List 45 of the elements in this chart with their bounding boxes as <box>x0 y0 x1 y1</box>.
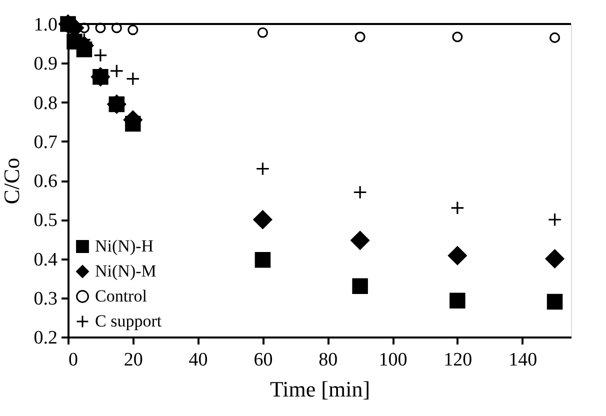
point <box>450 200 464 215</box>
point <box>548 212 562 227</box>
point <box>257 27 268 38</box>
legend-label: Control <box>95 286 148 306</box>
x-tick-label: 80 <box>318 350 338 370</box>
point <box>110 64 124 78</box>
x-tick-label: 120 <box>444 350 472 370</box>
point <box>256 162 270 176</box>
point <box>352 278 368 294</box>
point <box>94 48 108 62</box>
point <box>450 292 466 308</box>
y-tick-label: 0.2 <box>34 328 58 348</box>
point <box>126 72 140 86</box>
y-tick-label: 0.4 <box>34 249 58 270</box>
y-tick-label: 0.7 <box>34 132 58 153</box>
y-tick-label: 0.5 <box>34 210 58 232</box>
point <box>95 22 106 34</box>
x-tick-label: 40 <box>188 350 208 370</box>
x-tick-label: 60 <box>254 350 273 370</box>
legend-label: Ni(N)-M <box>95 262 156 280</box>
legend-label: Ni(N)-H <box>95 236 154 256</box>
point <box>550 32 560 43</box>
point <box>354 32 366 42</box>
x-tick-label: 20 <box>124 350 143 370</box>
point <box>254 252 271 268</box>
y-axis-title: C/Co <box>0 158 24 204</box>
x-axis-title: Time [min] <box>270 376 370 402</box>
y-tick-label: 1.0 <box>34 14 58 36</box>
point <box>545 249 564 268</box>
y-tick-label: 0.9 <box>34 54 58 75</box>
x-tick-label: 140 <box>508 350 538 370</box>
point <box>546 294 563 310</box>
point <box>253 210 272 230</box>
point <box>452 32 463 42</box>
x-tick-label: 100 <box>378 350 408 370</box>
x-tick-label: 0 <box>68 350 78 370</box>
point <box>128 24 138 36</box>
legend-label: C support <box>95 312 162 330</box>
point <box>350 230 370 250</box>
y-tick-label: 0.8 <box>34 92 58 114</box>
point <box>111 22 122 34</box>
y-tick-label: 0.3 <box>34 288 58 310</box>
y-tick-label: 0.6 <box>34 171 58 192</box>
point <box>448 246 467 266</box>
point <box>353 185 367 200</box>
